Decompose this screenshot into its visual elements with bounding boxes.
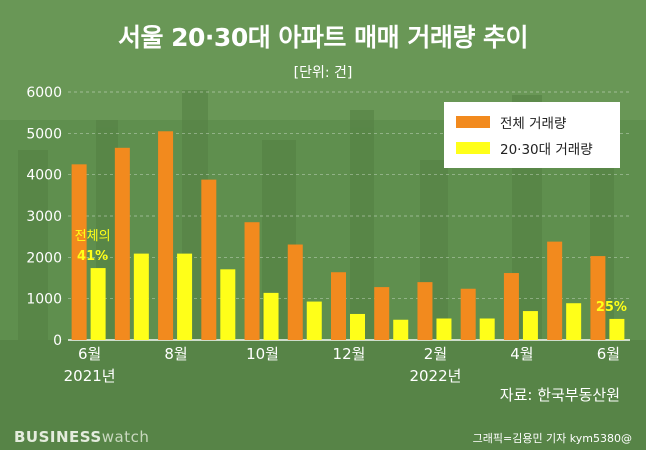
bar-total bbox=[287, 244, 303, 340]
bar-young bbox=[306, 301, 322, 340]
chart-title: 서울 20·30대 아파트 매매 거래량 추이 bbox=[117, 23, 529, 52]
legend-label-young: 20·30대 거래량 bbox=[500, 142, 593, 158]
bar-total bbox=[417, 282, 433, 340]
annotation-label: 전체의 bbox=[75, 229, 111, 244]
chart-legend: 전체 거래량 20·30대 거래량 bbox=[444, 102, 620, 168]
y-tick-label: 1000 bbox=[26, 292, 62, 308]
bar-young bbox=[522, 311, 538, 340]
bar-total bbox=[547, 241, 563, 340]
bar-total bbox=[331, 272, 346, 340]
legend-label-total: 전체 거래량 bbox=[500, 116, 567, 132]
bar-total bbox=[503, 273, 519, 340]
bar-total bbox=[71, 164, 87, 340]
bar-total bbox=[158, 131, 174, 340]
annotation-label: 41% bbox=[77, 249, 108, 264]
unit-label: [단위: 건] bbox=[293, 65, 353, 81]
x-tick-label: 10월 bbox=[246, 345, 279, 363]
bar-young bbox=[220, 269, 236, 340]
y-tick-label: 0 bbox=[53, 333, 62, 349]
bar-total bbox=[201, 179, 217, 340]
legend-swatch-total bbox=[456, 116, 490, 128]
x-tick-label: 6월 bbox=[78, 345, 101, 363]
bar-total bbox=[460, 288, 476, 340]
legend-item-total: 전체 거래량 bbox=[456, 112, 566, 132]
y-tick-label: 2000 bbox=[26, 250, 62, 266]
x-tick-label: 8월 bbox=[164, 345, 187, 363]
bar-young bbox=[350, 313, 365, 340]
annotation-label: 25% bbox=[596, 300, 627, 315]
y-tick-label: 5000 bbox=[26, 126, 62, 142]
source-note: 자료: 한국부동산원 bbox=[499, 386, 620, 404]
bar-young bbox=[609, 318, 625, 340]
x-tick-label: 12월 bbox=[333, 345, 366, 363]
bar-young bbox=[393, 319, 409, 340]
y-tick-label: 4000 bbox=[26, 168, 62, 184]
brand-part-2: watch bbox=[101, 428, 150, 446]
x-tick-year-label: 2022년 bbox=[409, 367, 461, 385]
graphic-credit: 그래픽=김용민 기자 kym5380@ bbox=[472, 432, 632, 445]
bar-total bbox=[590, 256, 606, 340]
y-tick-label: 3000 bbox=[26, 209, 62, 225]
bar-young bbox=[177, 253, 193, 340]
bar-young bbox=[263, 292, 279, 340]
bar-young bbox=[90, 268, 106, 340]
x-tick-label: 6월 bbox=[597, 345, 620, 363]
bar-young bbox=[479, 318, 495, 340]
bar-young bbox=[133, 253, 149, 340]
x-tick-label: 2월 bbox=[424, 345, 447, 363]
bar-young bbox=[436, 318, 452, 340]
x-tick-label: 4월 bbox=[510, 345, 533, 363]
legend-swatch-young bbox=[456, 142, 490, 154]
bar-total bbox=[244, 222, 260, 340]
legend-item-young: 20·30대 거래량 bbox=[456, 138, 593, 158]
brand-logo: BUSINESSwatch bbox=[14, 428, 149, 446]
bar-total bbox=[114, 147, 130, 340]
bar-total bbox=[374, 287, 390, 340]
x-tick-year-label: 2021년 bbox=[64, 367, 116, 385]
bar-young bbox=[566, 303, 582, 340]
brand-part-1: BUSINESS bbox=[14, 428, 102, 446]
y-tick-label: 6000 bbox=[26, 85, 62, 101]
